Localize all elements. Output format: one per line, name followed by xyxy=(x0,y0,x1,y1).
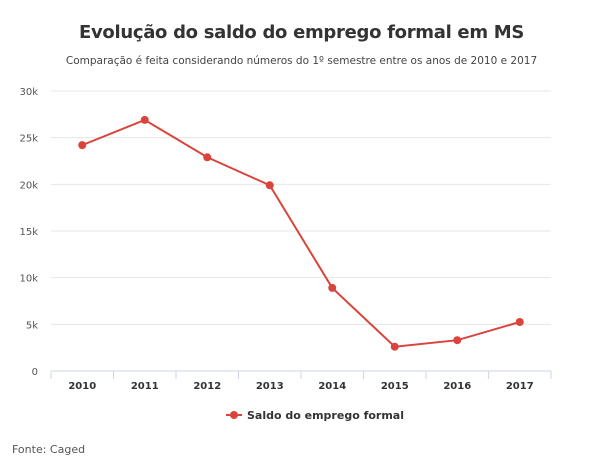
y-tick-label: 25k xyxy=(19,134,38,145)
legend-marker xyxy=(230,411,238,419)
y-tick-label: 15k xyxy=(19,227,38,238)
series-line xyxy=(81,118,521,348)
x-tick-label: 2017 xyxy=(506,381,534,392)
y-tick-label: 10k xyxy=(19,274,38,285)
x-tick-label: 2016 xyxy=(443,381,471,392)
chart-title: Evolução do saldo do emprego formal em M… xyxy=(78,22,525,43)
chart-subtitle: Comparação é feita considerando números … xyxy=(65,55,538,67)
data-point[interactable] xyxy=(390,342,399,351)
x-tick-label: 2014 xyxy=(318,381,346,392)
x-tick-label: 2013 xyxy=(256,381,284,392)
data-point[interactable] xyxy=(265,181,274,190)
data-point[interactable] xyxy=(203,153,212,162)
data-point[interactable] xyxy=(453,336,462,345)
data-point[interactable] xyxy=(140,115,149,124)
x-tick-label: 2012 xyxy=(193,381,221,392)
y-tick-label: 0 xyxy=(32,367,38,378)
y-tick-label: 30k xyxy=(19,87,38,98)
y-tick-label: 5k xyxy=(26,320,38,331)
x-tick-label: 2015 xyxy=(381,381,409,392)
data-point[interactable] xyxy=(515,318,524,326)
y-tick-label: 20k xyxy=(19,180,38,191)
data-point[interactable] xyxy=(328,283,337,292)
data-point[interactable] xyxy=(78,141,87,150)
legend-item[interactable]: Saldo do emprego formal xyxy=(247,409,404,422)
x-tick-label: 2011 xyxy=(131,381,159,392)
source-note: Fonte: Caged xyxy=(12,443,86,456)
x-tick-label: 2010 xyxy=(68,381,96,392)
